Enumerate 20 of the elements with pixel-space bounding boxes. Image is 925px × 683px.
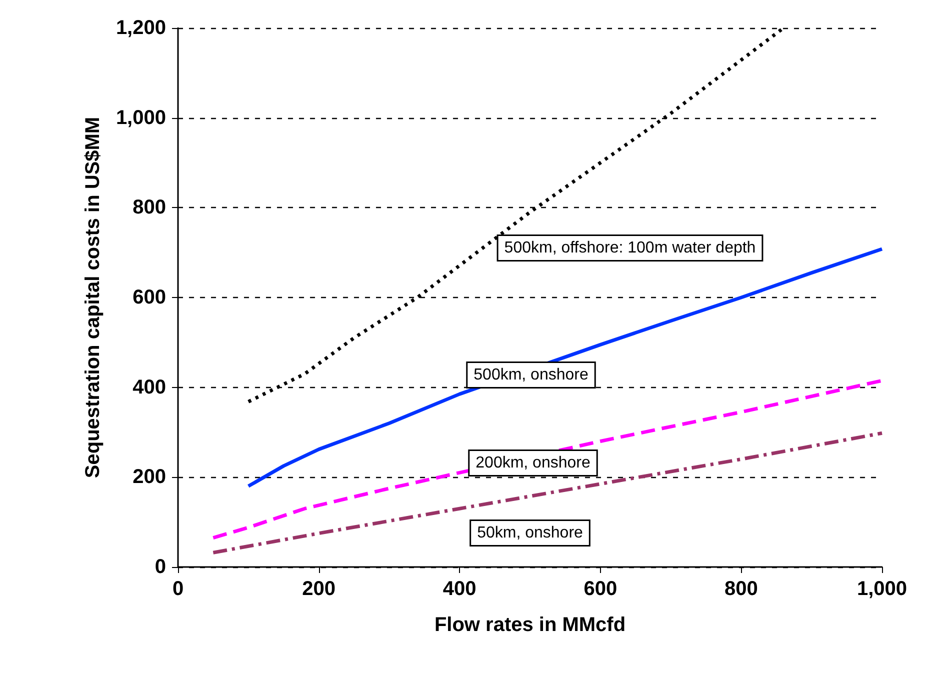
x-tick-label: 200 xyxy=(302,578,336,600)
annotation: 500km, onshore xyxy=(474,366,588,384)
annotation: 200km, onshore xyxy=(476,454,590,472)
line-series xyxy=(211,431,884,554)
y-tick-label: 200 xyxy=(132,466,166,488)
x-tick-label: 600 xyxy=(584,578,618,600)
x-tick-label: 1,000 xyxy=(856,578,908,600)
annotation: 500km, offshore: 100m water depth xyxy=(504,240,756,256)
x-tick-label: 0 xyxy=(172,578,184,600)
x-tick-label: 400 xyxy=(442,578,476,600)
y-tick-label: 400 xyxy=(132,376,166,398)
y-tick-label: 800 xyxy=(132,196,166,219)
annotation: 50km, onshore xyxy=(477,524,584,542)
y-tick-label: 0 xyxy=(154,556,166,578)
y-tick-label: 1,200 xyxy=(116,17,166,39)
y-tick-label: 1,000 xyxy=(116,106,166,129)
x-axis-title: Flow rates in MMcfd xyxy=(434,614,626,636)
x-tick-label: 800 xyxy=(724,578,758,600)
y-tick-label: 600 xyxy=(132,286,166,308)
y-axis-title: Sequestration capital costs in US$MM xyxy=(82,116,104,478)
